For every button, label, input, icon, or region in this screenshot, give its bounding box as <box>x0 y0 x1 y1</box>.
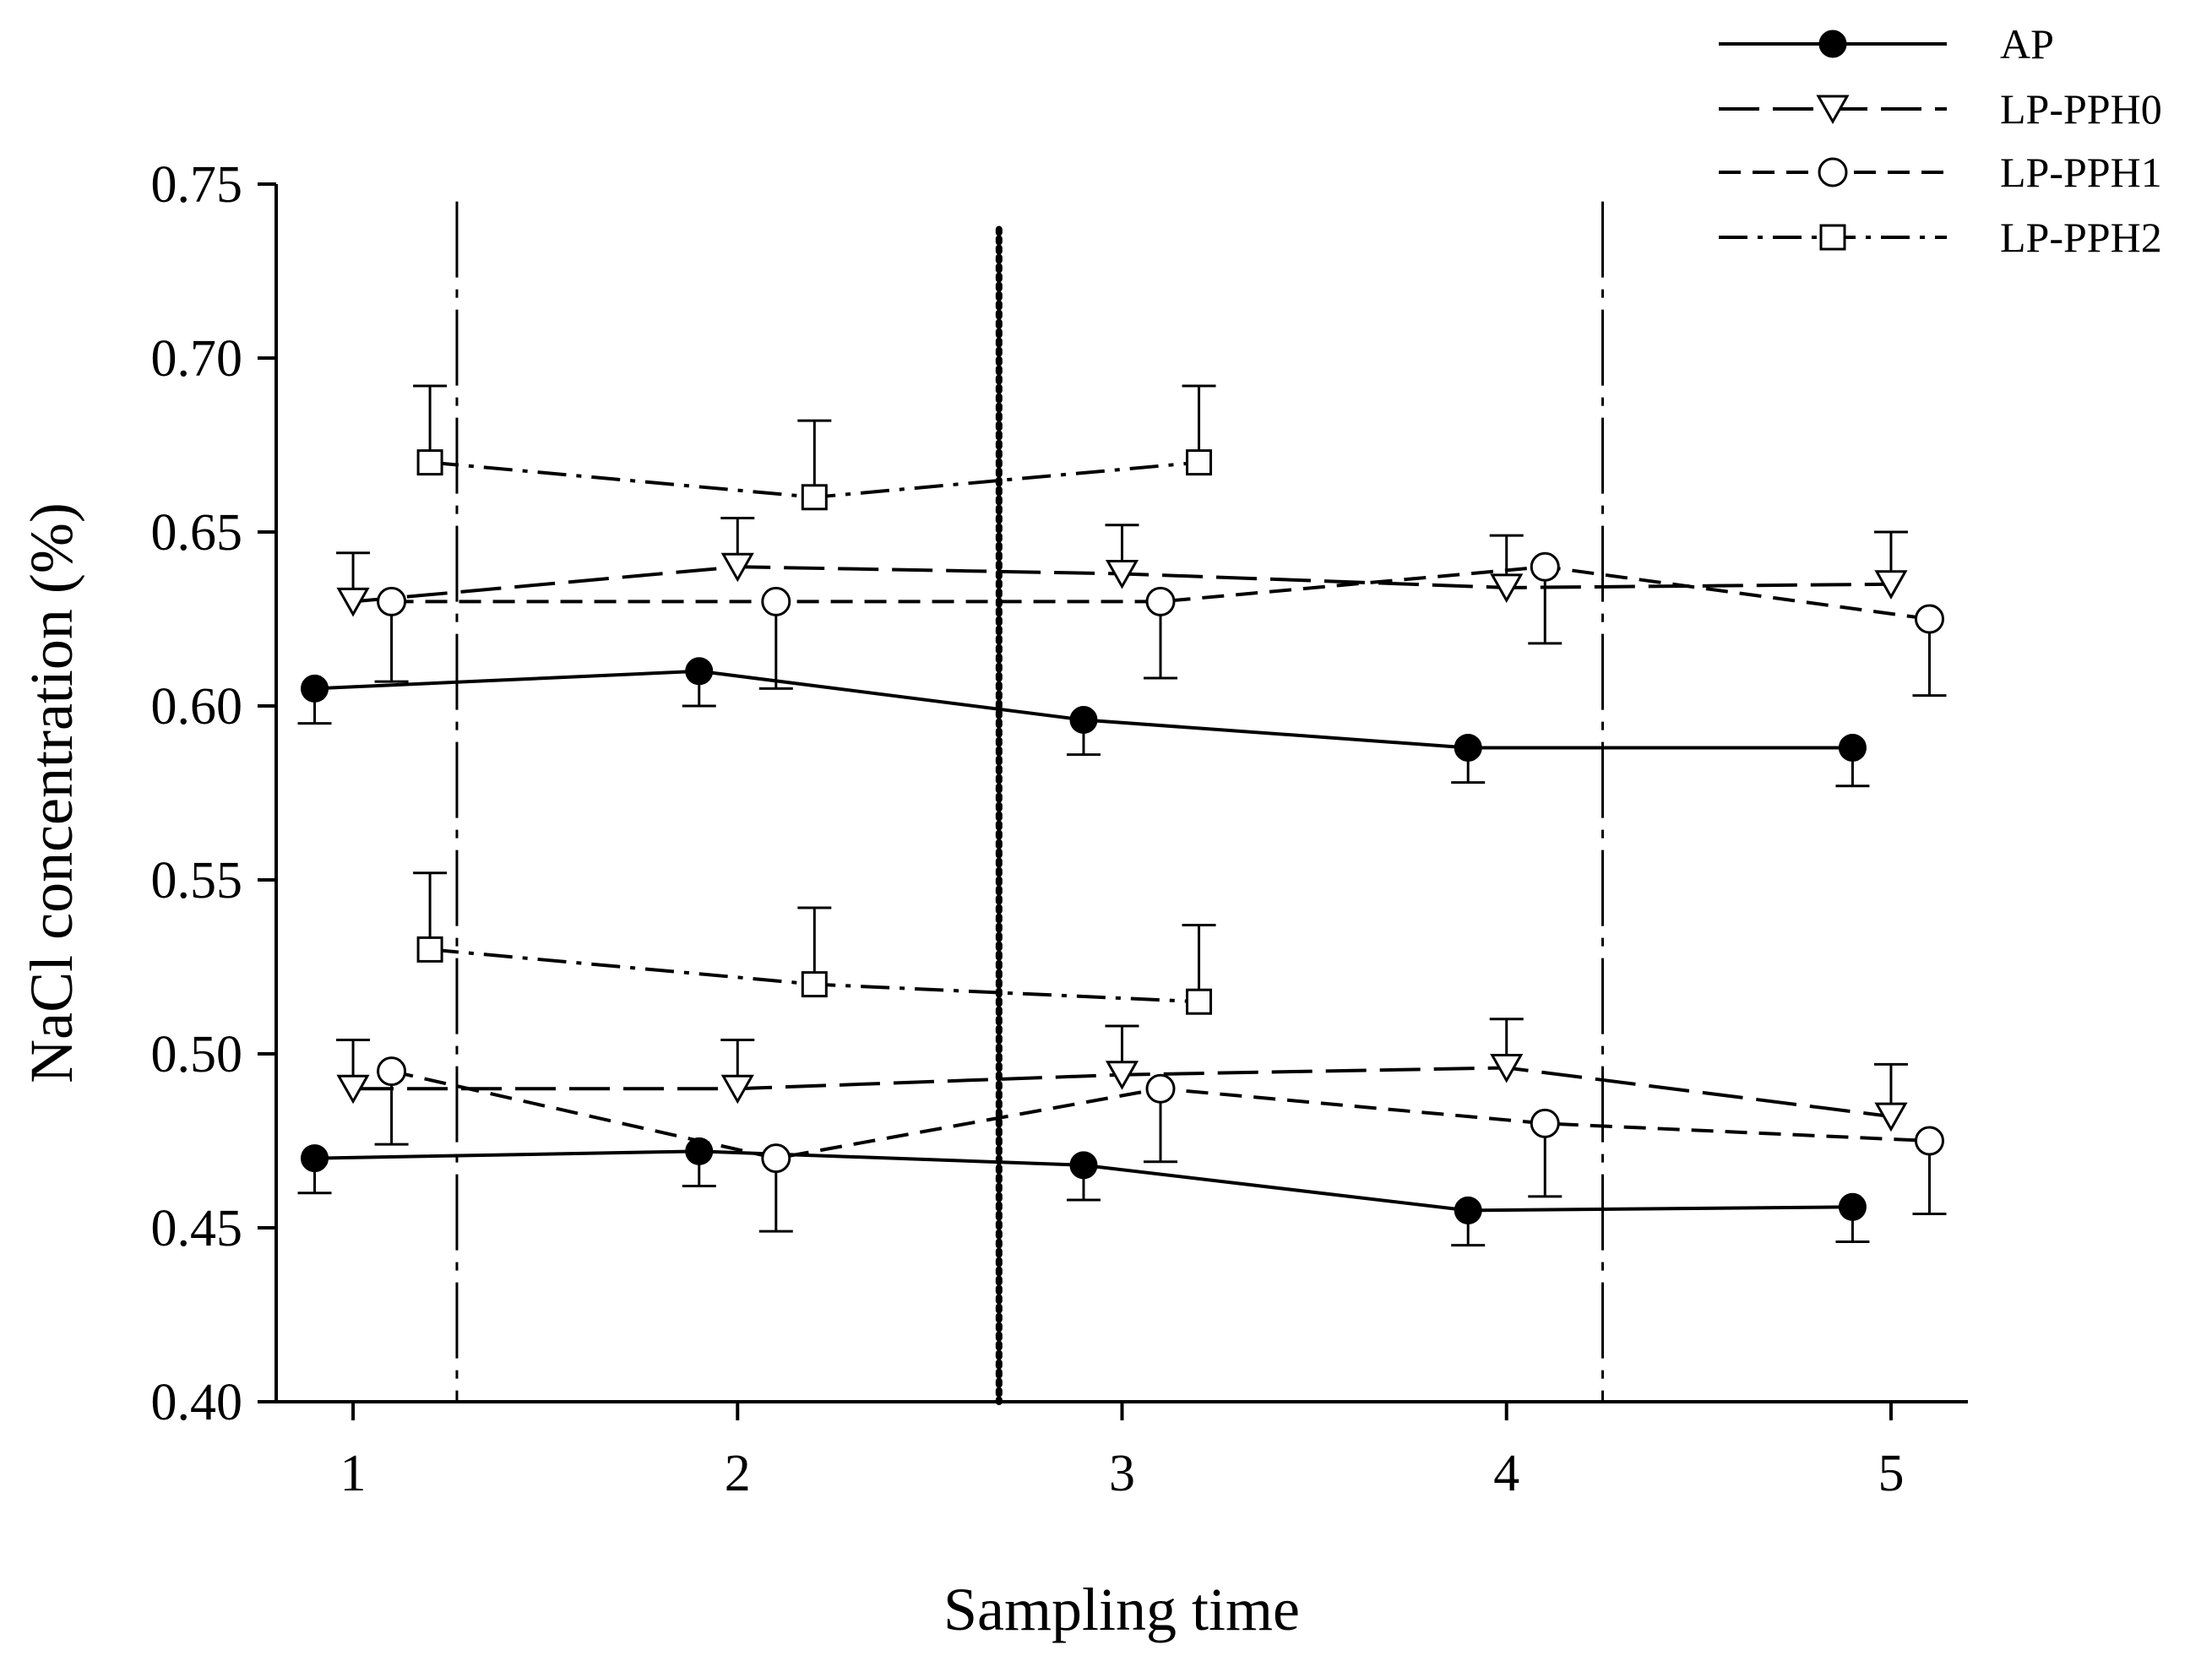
data-point-lp-pph0-lower-2 <box>720 1074 754 1105</box>
series-ap-upper <box>297 657 1870 788</box>
legend-marker-ap <box>1818 30 1847 58</box>
data-point-lp-pph2-lower-1 <box>416 936 443 963</box>
data-point-lp-pph2-upper-1 <box>416 449 443 476</box>
series-lp-pph0-upper <box>336 517 1908 617</box>
data-point-lp-pph2-upper-2 <box>801 484 828 511</box>
data-point-lp-pph1-upper-4 <box>1530 551 1560 582</box>
series-lp-pph2-upper <box>413 384 1216 511</box>
data-point-lp-pph2-lower-3 <box>1186 988 1213 1015</box>
legend-marker-lp-pph2 <box>1819 224 1846 251</box>
series-line-lp-pph1-upper <box>391 565 1930 621</box>
data-point-lp-pph1-lower-1 <box>377 1056 407 1087</box>
data-point-lp-pph1-lower-4 <box>1530 1108 1560 1138</box>
data-point-ap-upper-3 <box>1069 705 1098 734</box>
series-lp-pph1-upper <box>374 551 1947 698</box>
data-point-lp-pph0-lower-3 <box>1105 1061 1139 1090</box>
legend-label-lp-pph2: LP-PPH2 <box>2000 214 2162 261</box>
data-point-ap-lower-4 <box>1454 1196 1482 1224</box>
legend-label-lp-pph0: LP-PPH0 <box>2000 85 2162 133</box>
axes <box>274 184 1968 1403</box>
legend-marker-lp-pph1 <box>1818 157 1848 187</box>
x-axis-ticks: 1 2 3 4 5 <box>340 1402 1904 1502</box>
data-point-lp-pph0-upper-5 <box>1874 570 1908 600</box>
data-series <box>297 384 1947 1247</box>
data-point-lp-pph1-upper-5 <box>1914 604 1944 634</box>
y-tick-label-0.50: 0.50 <box>151 1026 243 1083</box>
series-lp-pph2-lower <box>413 871 1216 1015</box>
x-tick-label-5: 5 <box>1878 1445 1904 1502</box>
series-ap-lower <box>297 1137 1870 1247</box>
x-tick-label-1: 1 <box>340 1445 367 1502</box>
data-point-ap-lower-5 <box>1838 1192 1867 1221</box>
data-point-lp-pph2-lower-2 <box>801 971 828 998</box>
data-point-lp-pph2-upper-3 <box>1186 449 1213 476</box>
data-point-ap-upper-1 <box>301 674 329 703</box>
data-point-ap-lower-2 <box>685 1137 714 1165</box>
legend-label-ap: AP <box>2000 20 2054 68</box>
legend: AP LP-PPH0 LP-PPH1 LP-PPH2 <box>1719 20 2162 261</box>
y-axis-label: NaCl concentration (%) <box>18 502 85 1083</box>
x-tick-label-2: 2 <box>725 1445 751 1502</box>
x-tick-label-4: 4 <box>1493 1445 1519 1502</box>
data-point-lp-pph0-upper-3 <box>1105 559 1139 589</box>
data-point-ap-lower-1 <box>301 1144 329 1173</box>
series-lp-pph0-lower <box>336 1018 1908 1132</box>
y-tick-label-0.40: 0.40 <box>151 1374 243 1431</box>
y-tick-label-0.70: 0.70 <box>151 330 243 388</box>
y-tick-label-0.55: 0.55 <box>151 852 243 909</box>
data-point-lp-pph1-lower-5 <box>1914 1126 1944 1156</box>
x-tick-label-3: 3 <box>1109 1445 1135 1502</box>
data-point-ap-upper-5 <box>1838 733 1867 762</box>
data-point-lp-pph0-upper-4 <box>1490 573 1524 603</box>
data-point-lp-pph1-lower-3 <box>1145 1073 1176 1104</box>
data-point-lp-pph1-lower-2 <box>761 1143 791 1174</box>
data-point-lp-pph0-lower-1 <box>336 1074 370 1105</box>
data-point-lp-pph1-upper-3 <box>1145 586 1176 616</box>
data-point-lp-pph0-upper-2 <box>720 552 754 583</box>
x-axis-label: Sampling time <box>943 1576 1300 1643</box>
data-point-lp-pph0-lower-5 <box>1874 1102 1908 1132</box>
y-axis-ticks: 0.40 0.45 0.50 0.55 0.60 0.65 0.70 0.75 <box>151 156 276 1431</box>
data-point-ap-lower-3 <box>1069 1151 1098 1180</box>
y-tick-label-0.60: 0.60 <box>151 678 243 736</box>
legend-label-lp-pph1: LP-PPH1 <box>2000 149 2162 196</box>
y-tick-label-0.75: 0.75 <box>151 156 243 214</box>
data-point-lp-pph1-upper-2 <box>761 586 791 616</box>
data-point-lp-pph1-upper-1 <box>377 586 407 616</box>
data-point-ap-upper-2 <box>685 657 714 686</box>
data-point-lp-pph0-upper-1 <box>336 587 370 617</box>
series-lp-pph1-lower <box>374 1056 1947 1233</box>
legend-marker-lp-pph0 <box>1816 95 1850 125</box>
y-tick-label-0.45: 0.45 <box>151 1200 243 1257</box>
data-point-ap-upper-4 <box>1454 733 1482 762</box>
data-point-lp-pph0-lower-4 <box>1490 1053 1524 1083</box>
vertical-reference-lines <box>455 201 1605 1405</box>
y-tick-label-0.65: 0.65 <box>151 504 243 562</box>
